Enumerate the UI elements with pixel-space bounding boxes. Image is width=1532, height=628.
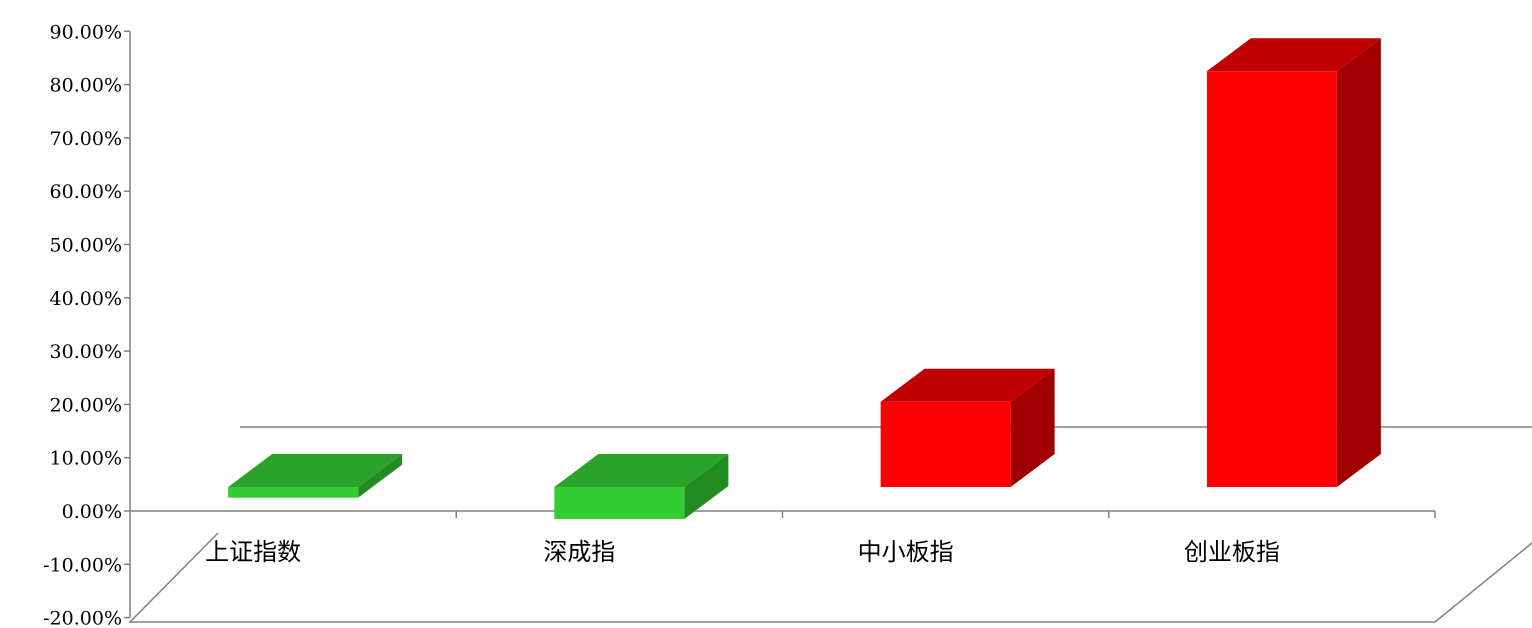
y-tick-label: -10.00% [43,554,122,576]
y-tick-label: 10.00% [50,448,122,470]
bar-top-face [1206,38,1381,72]
y-tick-label: 20.00% [50,394,122,416]
x-category-label: 创业板指 [1184,538,1280,566]
bar-front-face [1206,71,1337,488]
y-tick-label: 60.00% [50,181,122,203]
x-category-label: 中小板指 [858,538,954,566]
x-category-label: 上证指数 [205,538,301,566]
y-tick-label: 0.00% [62,501,122,523]
bar-top-face [228,454,403,488]
bar-top-face [554,454,729,488]
x-category-label: 深成指 [543,538,615,566]
y-tick-label: 80.00% [50,75,122,97]
floor-outline [128,532,1532,623]
y-axis: -20.00% -10.00% 0.00% 10.00% 20.00% 30.00% 40.… [43,21,1436,628]
y-tick-label: 90.00% [50,21,122,43]
bar-front-face [880,401,1011,488]
x-axis-labels: 上证指数 深成指 中小板指 创业板指 [205,538,1280,566]
bar-side-face [358,454,403,498]
y-tick-label: 40.00% [50,288,122,310]
bar-2 [554,454,729,519]
bar-side-face [1336,38,1381,488]
bar-front-face [228,487,359,498]
bar-4 [1206,38,1381,488]
y-tick-label: -20.00% [43,608,122,628]
bar-side-face [684,454,729,519]
bar-top-face [880,368,1055,402]
bar-side-face [1010,368,1055,488]
bar-3 [880,368,1055,488]
y-tick-label: 70.00% [50,128,122,150]
y-tick-label: 30.00% [50,341,122,363]
y-tick-label: 50.00% [50,235,122,257]
bar-1 [228,454,403,498]
bar-front-face [554,487,685,519]
bar-series [228,38,1381,519]
